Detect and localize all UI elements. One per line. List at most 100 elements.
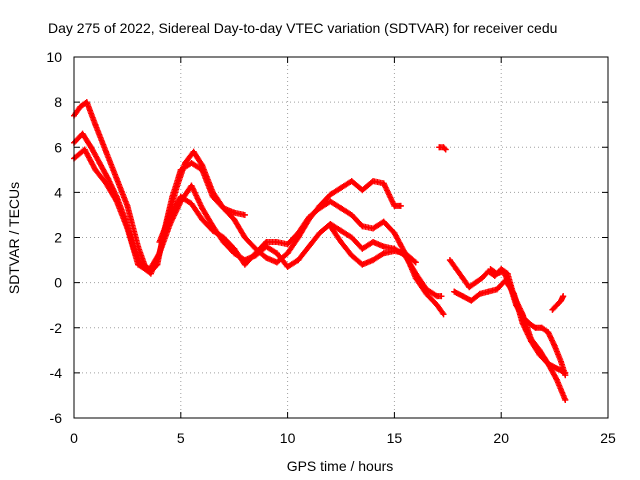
data-point <box>476 290 483 297</box>
data-point <box>412 275 419 282</box>
data-point <box>519 313 526 320</box>
data-point <box>472 279 479 286</box>
x-axis-label: GPS time / hours <box>287 458 394 474</box>
data-point <box>391 202 398 209</box>
data-point <box>459 275 466 282</box>
data-point <box>113 175 120 182</box>
data-point <box>545 329 552 336</box>
data-point <box>493 270 500 277</box>
series-trace-3 <box>71 146 445 300</box>
data-point <box>348 252 355 259</box>
data-point <box>380 218 387 225</box>
y-tick-label: 6 <box>54 139 62 155</box>
data-point <box>124 202 131 209</box>
data-point <box>562 372 569 379</box>
data-point <box>442 146 449 153</box>
data-marker <box>439 309 446 316</box>
data-point <box>370 257 377 264</box>
data-point <box>173 184 180 191</box>
data-point <box>359 187 366 194</box>
plot-area <box>71 99 569 403</box>
data-point <box>231 245 238 252</box>
data-point <box>156 239 163 246</box>
data-point <box>220 234 227 241</box>
data-point <box>446 257 453 264</box>
data-point <box>273 239 280 246</box>
data-point <box>135 243 142 250</box>
data-point <box>380 180 387 187</box>
data-point <box>83 99 90 106</box>
series-outlier <box>436 144 449 153</box>
data-point <box>370 178 377 185</box>
data-point <box>528 338 535 345</box>
series-trace-5 <box>327 223 419 268</box>
axes-frame <box>73 56 609 419</box>
data-point <box>167 211 174 218</box>
data-point <box>338 205 344 212</box>
data-point <box>412 259 419 266</box>
data-point <box>397 202 404 209</box>
data-point <box>188 182 195 189</box>
data-point <box>380 250 387 257</box>
x-tick-label: 15 <box>387 430 403 446</box>
data-point <box>338 239 344 246</box>
data-point <box>199 216 206 223</box>
data-point <box>88 144 95 151</box>
data-point <box>500 268 507 275</box>
data-point <box>359 261 366 268</box>
data-point <box>263 239 270 246</box>
chart-title: Day 275 of 2022, Sidereal Day-to-day VTE… <box>48 20 557 36</box>
data-point <box>553 302 560 309</box>
data-marker <box>553 375 560 382</box>
data-point <box>77 103 84 110</box>
data-point <box>316 229 323 236</box>
y-tick-label: 8 <box>54 94 62 110</box>
data-point <box>438 293 445 300</box>
data-point <box>220 205 227 212</box>
data-point <box>199 162 206 169</box>
data-point <box>156 250 163 257</box>
data-point <box>558 358 565 365</box>
data-point <box>538 324 545 331</box>
data-point <box>536 351 543 358</box>
data-point <box>284 263 291 270</box>
data-point <box>209 227 216 234</box>
y-tick-label: 10 <box>46 49 62 65</box>
data-point <box>348 234 355 241</box>
data-point <box>348 211 355 218</box>
data-point <box>105 175 112 182</box>
data-point <box>327 198 334 205</box>
tick-labels: 0 5 10 15 20 25 -6 -4 -2 0 2 4 6 8 10 <box>46 49 616 446</box>
data-marker <box>411 258 418 265</box>
data-point <box>190 148 197 155</box>
data-point <box>96 160 103 167</box>
data-point <box>305 243 312 250</box>
data-marker <box>198 161 205 168</box>
x-tick-label: 0 <box>70 430 78 446</box>
data-point <box>252 250 259 257</box>
data-point <box>391 248 398 255</box>
x-tick-label: 10 <box>280 430 296 446</box>
data-marker <box>441 145 448 152</box>
data-point <box>459 293 466 300</box>
data-point <box>182 160 189 167</box>
y-tick-label: -4 <box>50 365 63 381</box>
data-point <box>241 234 248 241</box>
y-tick-label: 0 <box>54 275 62 291</box>
data-point <box>327 223 334 230</box>
data-point <box>103 148 110 155</box>
data-point <box>188 200 195 207</box>
data-point <box>478 275 485 282</box>
data-point <box>453 266 460 273</box>
data-point <box>553 376 560 383</box>
data-marker <box>432 292 439 299</box>
data-point <box>124 225 131 232</box>
data-point <box>145 268 152 275</box>
data-point <box>551 342 558 349</box>
data-point <box>553 365 560 372</box>
data-point <box>485 288 492 295</box>
series-trace-8 <box>487 266 569 379</box>
data-point <box>562 396 569 403</box>
data-point <box>231 216 238 223</box>
